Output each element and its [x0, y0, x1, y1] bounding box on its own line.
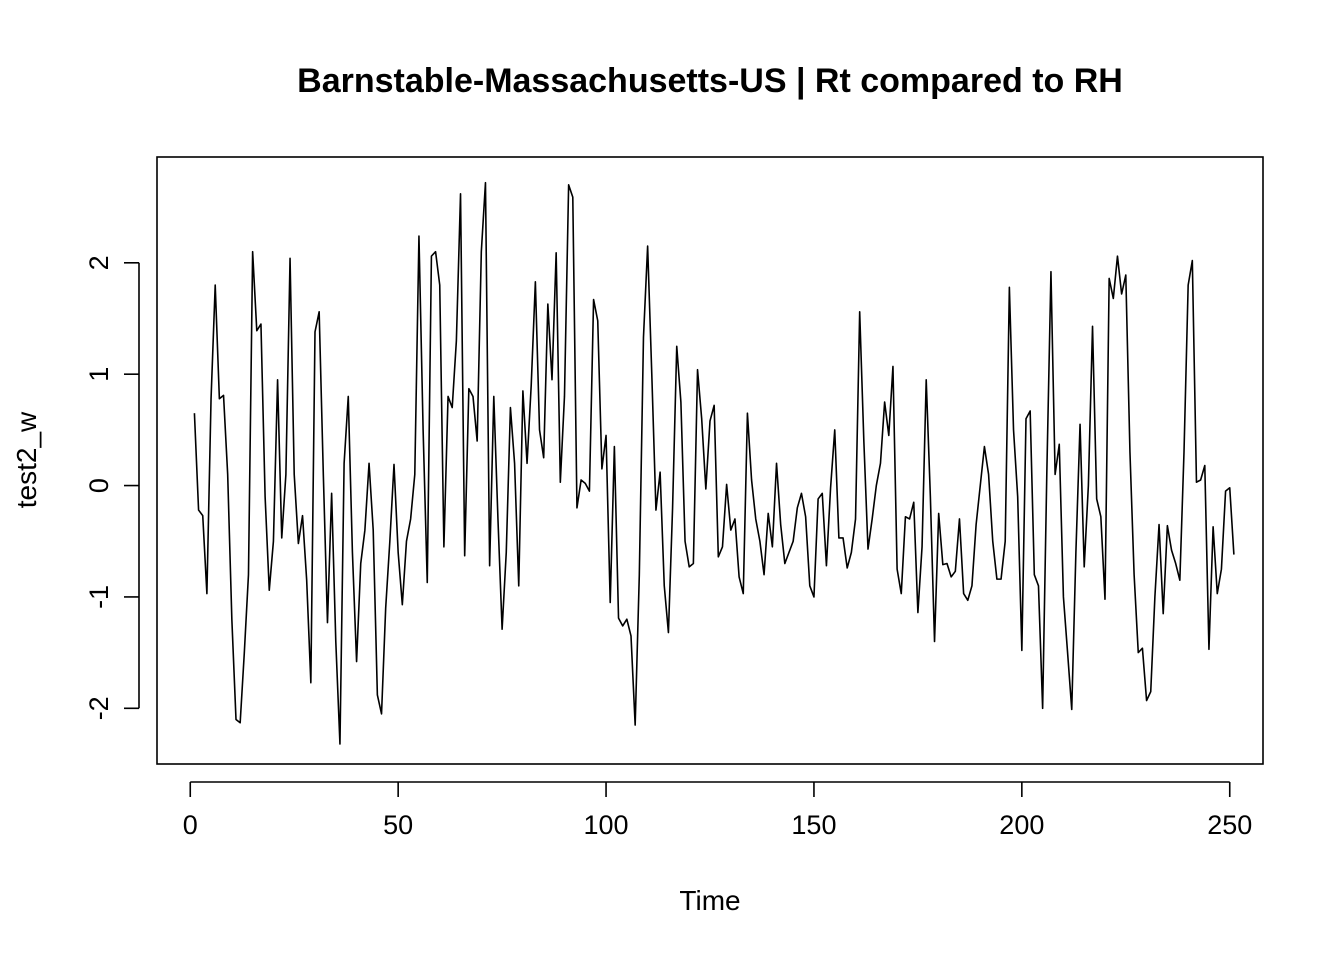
y-axis-label: test2_w	[11, 411, 42, 508]
y-axis: -2 -1 0 1 2	[84, 255, 140, 720]
x-tick-label: 50	[383, 810, 413, 840]
y-tick-label: -1	[84, 585, 114, 609]
y-tick-label: 1	[84, 367, 114, 382]
x-tick-label: 100	[584, 810, 629, 840]
y-tick-label: 0	[84, 478, 114, 493]
x-tick-label: 150	[791, 810, 836, 840]
y-tick-label: 2	[84, 255, 114, 270]
x-axis: 0 50 100 150 200 250	[183, 781, 1252, 840]
chart-title: Barnstable-Massachusetts-US | Rt compare…	[297, 62, 1123, 100]
x-tick-label: 250	[1207, 810, 1252, 840]
x-tick-label: 0	[183, 810, 198, 840]
y-tick-label: -2	[84, 696, 114, 720]
x-tick-label: 200	[999, 810, 1044, 840]
plot-frame	[156, 156, 1264, 765]
x-axis-label: Time	[679, 885, 740, 916]
series-line	[193, 181, 1235, 745]
